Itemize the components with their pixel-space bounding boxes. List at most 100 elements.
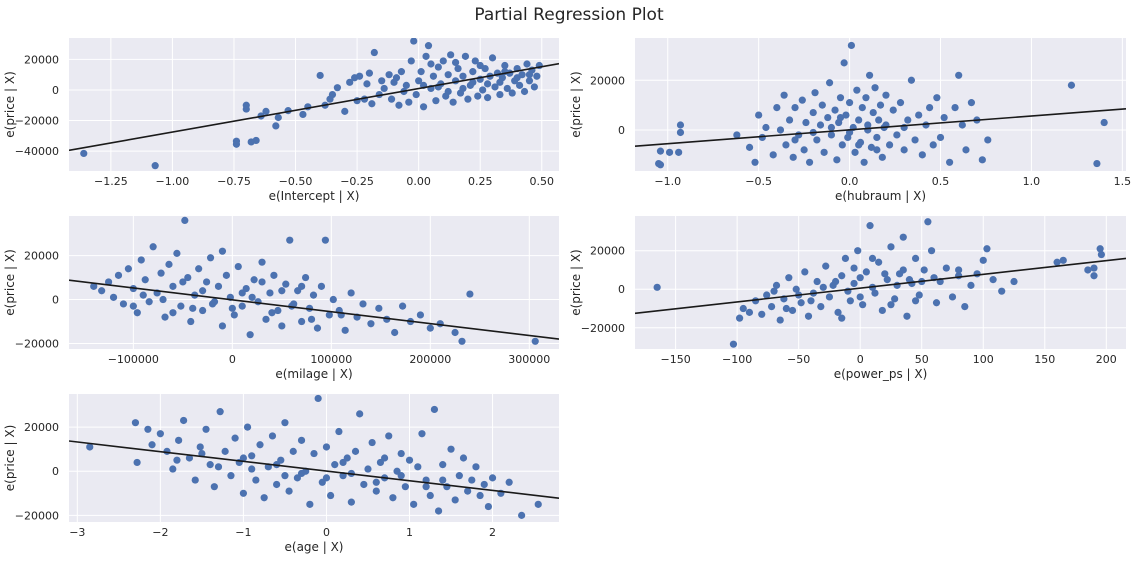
data-point xyxy=(915,111,923,119)
x-tick-label: 150 xyxy=(1034,353,1055,366)
data-point xyxy=(798,96,806,104)
data-point xyxy=(785,274,793,282)
data-point xyxy=(896,99,905,107)
data-point xyxy=(818,101,826,109)
data-point xyxy=(109,293,118,301)
x-tick-label: 0 xyxy=(229,353,236,366)
data-point xyxy=(86,443,94,451)
data-point xyxy=(1084,266,1092,274)
data-point xyxy=(159,295,167,304)
data-point xyxy=(820,148,828,156)
data-point xyxy=(148,441,156,449)
data-point xyxy=(206,461,214,469)
data-point xyxy=(842,111,850,119)
data-point xyxy=(1096,245,1104,253)
data-point xyxy=(169,282,177,290)
data-point xyxy=(924,218,932,226)
data-point xyxy=(871,289,879,297)
data-point xyxy=(141,276,149,284)
data-point xyxy=(854,247,862,255)
data-point xyxy=(398,302,407,310)
data-point xyxy=(962,146,970,154)
data-point xyxy=(289,447,297,455)
data-point xyxy=(314,394,322,403)
plot-marks xyxy=(69,394,559,519)
data-point xyxy=(439,57,447,65)
data-point xyxy=(776,316,784,324)
data-point xyxy=(161,313,169,321)
data-point xyxy=(228,304,236,312)
data-point xyxy=(860,158,868,166)
data-point xyxy=(653,283,661,291)
data-point xyxy=(144,425,152,433)
data-point xyxy=(416,311,425,319)
data-point xyxy=(313,324,322,332)
data-point xyxy=(904,116,912,124)
data-point xyxy=(853,86,861,94)
plot-background xyxy=(635,216,1126,349)
data-point xyxy=(855,141,863,149)
data-point xyxy=(239,454,248,462)
data-point xyxy=(967,99,976,107)
x-tick-label: 300000 xyxy=(508,353,550,366)
data-point xyxy=(523,60,531,68)
y-tick-label: 20000 xyxy=(590,74,625,87)
data-point xyxy=(496,90,504,99)
data-point xyxy=(1090,264,1098,272)
data-point xyxy=(873,133,881,142)
data-point xyxy=(900,146,908,154)
data-point xyxy=(426,491,434,500)
data-point xyxy=(491,83,499,91)
data-point xyxy=(911,254,920,263)
data-point xyxy=(864,121,872,129)
data-point xyxy=(859,301,867,309)
data-point xyxy=(845,99,854,107)
data-point xyxy=(850,279,858,288)
data-point xyxy=(131,419,140,427)
data-point xyxy=(875,116,883,124)
y-axis-label: e(price | X) xyxy=(3,425,17,492)
data-point xyxy=(380,84,388,93)
plot-marks xyxy=(69,216,559,345)
data-point xyxy=(397,472,405,480)
data-point xyxy=(862,94,870,102)
plot-panels: −1.25 −1.00 −0.75 −0.50 −0.25 0.00 0.25 0.50−40… xyxy=(3,38,1131,554)
data-point xyxy=(763,291,771,299)
data-point xyxy=(218,322,227,330)
data-point xyxy=(444,71,452,79)
data-point xyxy=(375,304,383,312)
data-point xyxy=(899,266,907,274)
data-point xyxy=(414,463,422,471)
data-point xyxy=(846,297,854,305)
data-point xyxy=(321,236,329,244)
x-tick-label: 1.0 xyxy=(1023,175,1041,188)
data-point xyxy=(508,89,516,97)
data-point xyxy=(282,280,290,288)
data-point xyxy=(825,79,834,87)
data-point xyxy=(1010,277,1018,286)
data-point xyxy=(298,282,306,290)
data-point xyxy=(973,270,981,278)
data-point xyxy=(218,247,227,255)
y-tick-label: 0 xyxy=(618,283,625,296)
data-point xyxy=(838,314,846,322)
data-point xyxy=(248,465,256,473)
data-point xyxy=(847,41,856,50)
data-point xyxy=(885,141,894,149)
data-point xyxy=(878,153,886,161)
data-point xyxy=(222,271,230,279)
x-tick-label: −100 xyxy=(722,353,752,366)
data-point xyxy=(918,151,926,159)
data-point xyxy=(230,311,238,319)
data-point xyxy=(199,287,207,295)
data-point xyxy=(936,133,945,142)
data-point xyxy=(214,463,223,471)
data-point xyxy=(751,158,759,166)
data-point xyxy=(940,113,948,122)
data-point xyxy=(1090,272,1098,280)
data-point xyxy=(831,106,839,114)
plot-panel: −1.0 −0.5 0.0 0.5 1.0 1.5 0 20000 e(hubraum | X)… xyxy=(569,38,1131,203)
data-point xyxy=(866,222,874,230)
data-point xyxy=(325,311,333,319)
figure-title: Partial Regression Plot xyxy=(474,5,664,25)
